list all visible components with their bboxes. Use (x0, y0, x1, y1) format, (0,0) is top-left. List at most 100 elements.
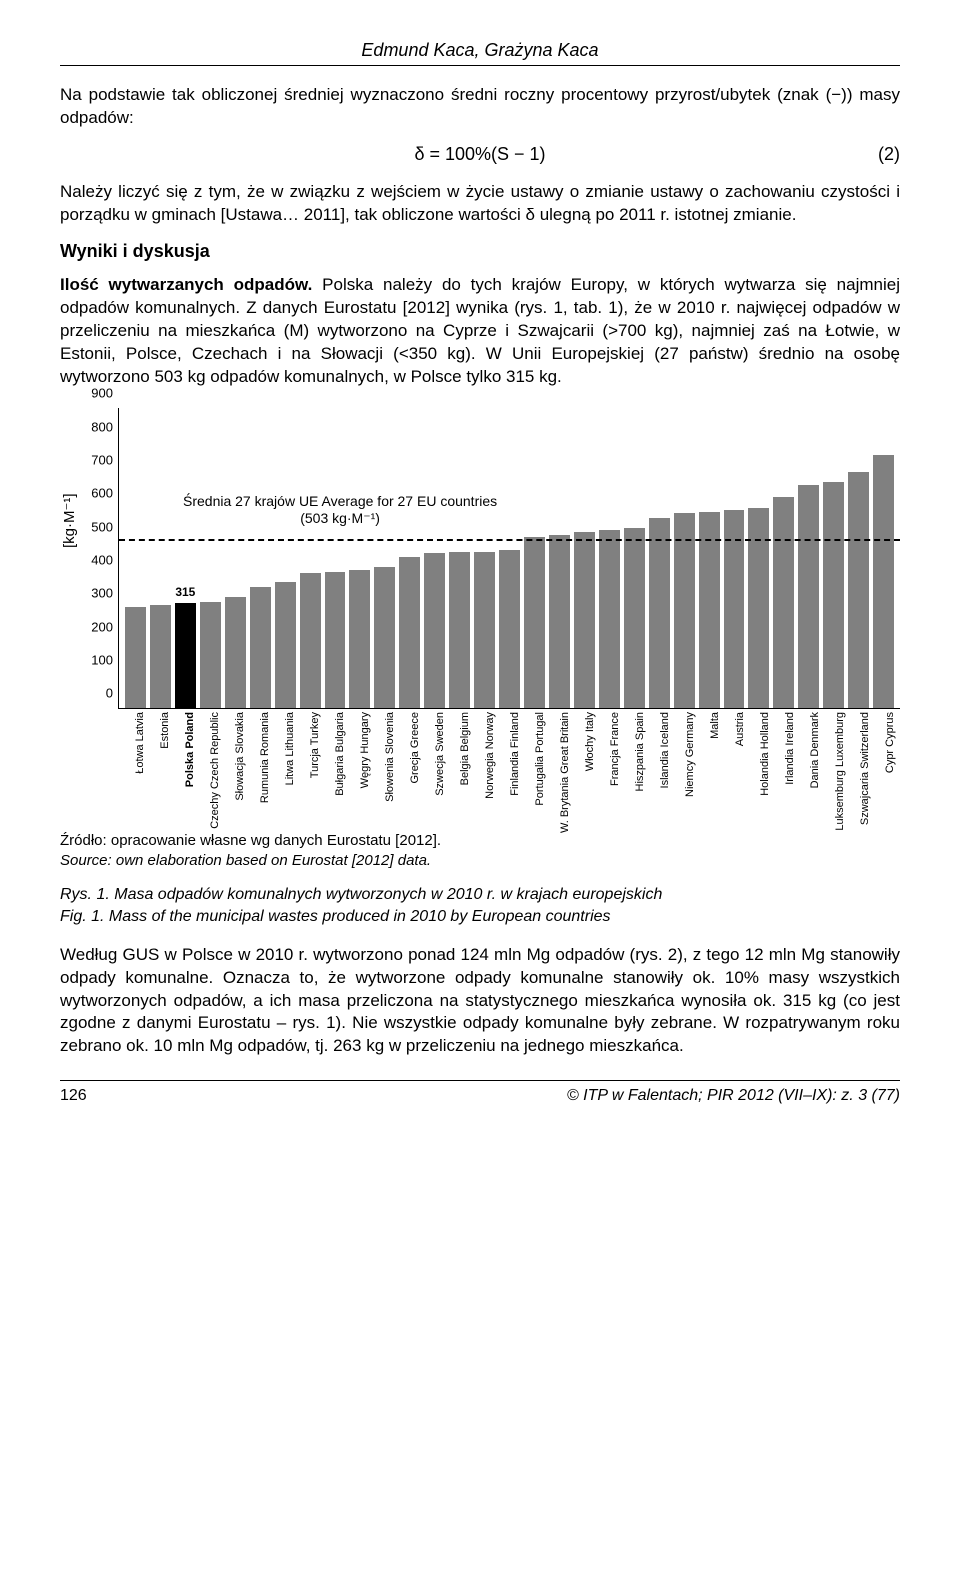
y-axis-label: [kg·M⁻¹] (60, 494, 78, 549)
bar-chart: [kg·M⁻¹] 315 010020030040050060070080090… (60, 408, 900, 823)
bar-fill (524, 537, 545, 709)
bar (848, 472, 869, 709)
bar-fill (873, 455, 894, 708)
y-tick: 600 (79, 486, 113, 501)
x-label: Polska Poland (174, 708, 195, 823)
bar (674, 513, 695, 708)
x-label: Włochy Italy (573, 708, 594, 823)
bar-fill (175, 603, 196, 708)
bar (649, 518, 670, 708)
x-label: Grecja Greece (399, 708, 420, 823)
bar-fill (275, 582, 296, 709)
x-label: Irlandia Ireland (773, 708, 794, 823)
paragraph-4: Według GUS w Polsce w 2010 r. wytworzono… (60, 944, 900, 1059)
bar-fill (848, 472, 869, 709)
bar (424, 553, 445, 708)
section-heading: Wyniki i dyskusja (60, 241, 900, 262)
bar (225, 597, 246, 709)
x-label: Finlandia Finland (499, 708, 520, 823)
bar-fill (424, 553, 445, 708)
x-label: Węgry Hungary (349, 708, 370, 823)
y-tick: 200 (79, 619, 113, 634)
x-label: Litwa Lithuania (274, 708, 295, 823)
bar-fill (325, 572, 346, 709)
bar-fill (250, 587, 271, 709)
bar-fill (798, 485, 819, 708)
bar (300, 573, 321, 708)
bar (449, 552, 470, 709)
bar (200, 602, 221, 709)
bar (325, 572, 346, 709)
x-label: W. Brytania Great Britain (548, 708, 569, 823)
paragraph-3: Ilość wytwarzanych odpadów. Polska należ… (60, 274, 900, 389)
bar: 315 (175, 603, 196, 708)
average-label: Średnia 27 krajów UE Average for 27 EU c… (179, 491, 501, 529)
paragraph-2: Należy liczyć się z tym, że w związku z … (60, 181, 900, 227)
bar (773, 497, 794, 709)
bar-fill (699, 512, 720, 709)
page-number: 126 (60, 1087, 87, 1105)
bar-fill (549, 535, 570, 708)
bar (873, 455, 894, 708)
bar-fill (399, 557, 420, 709)
y-tick: 800 (79, 419, 113, 434)
x-label: Malta (698, 708, 719, 823)
x-label: Szwecja Sweden (424, 708, 445, 823)
bar (574, 532, 595, 709)
x-label: Luksemburg Luxemburg (823, 708, 844, 823)
bar-fill (499, 550, 520, 708)
bar-fill (474, 552, 495, 709)
bar (399, 557, 420, 709)
bar (823, 482, 844, 709)
x-label: Norwegia Norway (474, 708, 495, 823)
bar (275, 582, 296, 709)
y-tick: 300 (79, 586, 113, 601)
bar (599, 530, 620, 708)
y-tick: 700 (79, 453, 113, 468)
x-label: Hiszpania Spain (623, 708, 644, 823)
x-label: Słowacja Slovakia (224, 708, 245, 823)
x-label: Szwajcaria Switzerland (848, 708, 869, 823)
bar (798, 485, 819, 708)
x-label: Słowenia Slovenia (374, 708, 395, 823)
bar-fill (349, 570, 370, 708)
footer-citation: © ITP w Falentach; PIR 2012 (VII–IX): z.… (567, 1087, 900, 1105)
bar-fill (125, 607, 146, 709)
bar-fill (150, 605, 171, 708)
bars-container: 315 (119, 408, 900, 708)
x-label: Francja France (598, 708, 619, 823)
figure-caption: Rys. 1. Masa odpadów komunalnych wytworz… (60, 884, 900, 927)
authors-header: Edmund Kaca, Grażyna Kaca (60, 40, 900, 66)
bar-fill (374, 567, 395, 709)
bar-fill (773, 497, 794, 709)
bar (624, 528, 645, 708)
x-label: Austria (723, 708, 744, 823)
chart-source: Źródło: opracowanie własne wg danych Eur… (60, 831, 900, 870)
x-label: Dania Denmark (798, 708, 819, 823)
x-labels-container: Łotwa LatviaEstoniaPolska PolandCzechy C… (118, 708, 900, 823)
bar (524, 537, 545, 709)
bar-fill (649, 518, 670, 708)
bar-fill (300, 573, 321, 708)
bar-fill (225, 597, 246, 709)
formula-row: δ = 100%(S − 1) (2) (60, 144, 900, 165)
bar-value-label: 315 (175, 585, 195, 599)
bar (250, 587, 271, 709)
source-en: Source: own elaboration based on Eurosta… (60, 851, 900, 871)
x-label: Islandia Iceland (648, 708, 669, 823)
paragraph-1: Na podstawie tak obliczonej średniej wyz… (60, 84, 900, 130)
x-label: Turcja Turkey (299, 708, 320, 823)
caption-en: Fig. 1. Mass of the municipal wastes pro… (60, 906, 900, 928)
bar-fill (200, 602, 221, 709)
caption-pl: Rys. 1. Masa odpadów komunalnych wytworz… (60, 884, 900, 906)
bar (150, 605, 171, 708)
plot-area: 315 0100200300400500600700800900Średnia … (118, 408, 900, 709)
y-tick: 100 (79, 653, 113, 668)
formula: δ = 100%(S − 1) (414, 144, 545, 165)
x-label: Łotwa Latvia (124, 708, 145, 823)
formula-number: (2) (878, 144, 900, 165)
page-footer: 126 © ITP w Falentach; PIR 2012 (VII–IX)… (60, 1080, 900, 1105)
y-tick: 500 (79, 519, 113, 534)
bar-fill (674, 513, 695, 708)
bar (374, 567, 395, 709)
